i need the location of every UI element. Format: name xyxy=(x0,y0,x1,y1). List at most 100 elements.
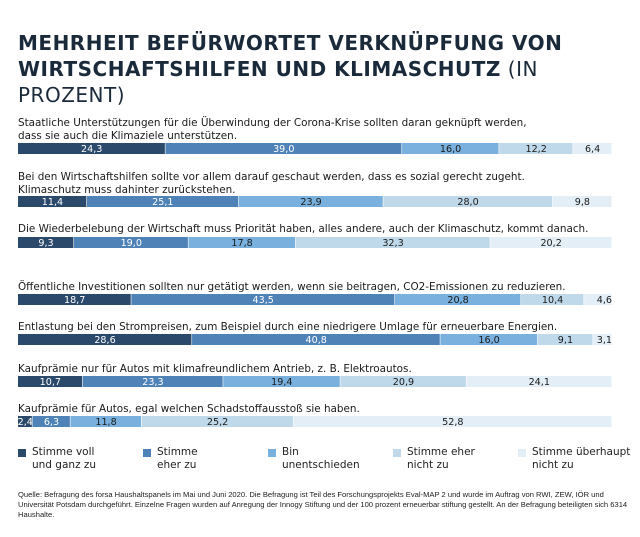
bar-segment xyxy=(440,334,538,345)
bar-segment xyxy=(537,334,593,345)
data-label: 9,1 xyxy=(558,335,573,346)
bar-segment xyxy=(521,294,584,305)
bar-segment xyxy=(18,376,82,387)
question-label: Bei den Wirtschaftshilfen sollte vor all… xyxy=(18,171,525,183)
legend-swatch xyxy=(18,449,26,457)
data-label: 6,3 xyxy=(44,417,59,428)
legend-swatch xyxy=(143,449,151,457)
data-label: 17,8 xyxy=(231,238,252,249)
data-label: 28,0 xyxy=(457,197,478,208)
data-label: 16,0 xyxy=(440,144,461,155)
data-label: 6,4 xyxy=(585,144,600,155)
data-label: 10,7 xyxy=(40,377,61,388)
bar-segment xyxy=(238,196,383,207)
data-label: 23,9 xyxy=(300,197,321,208)
question-label: Klimaschutz muss dahinter zurückstehen. xyxy=(18,184,235,196)
legend-label: Bin xyxy=(282,446,299,458)
question-label: Öffentliche Investitionen sollten nur ge… xyxy=(18,280,566,293)
bar-segment xyxy=(395,294,521,305)
title-unit: (IN PROZENT) xyxy=(18,57,538,107)
data-label: 19,0 xyxy=(121,238,142,249)
bar-segment xyxy=(499,143,573,154)
bar-segment xyxy=(552,196,612,207)
data-label: 10,4 xyxy=(542,295,563,306)
legend-label: Stimme xyxy=(157,446,198,458)
bar-segment xyxy=(18,294,131,305)
bar-segment xyxy=(18,143,165,154)
legend-label: und ganz zu xyxy=(32,459,97,471)
bar-segment xyxy=(141,416,293,427)
legend-swatch xyxy=(268,449,276,457)
question-label: Entlastung bei den Strompreisen, zum Bei… xyxy=(18,321,557,333)
data-label: 18,7 xyxy=(64,295,85,306)
title-line-2: WIRTSCHAFTSHILFEN UND KLIMASCHUTZ xyxy=(18,57,501,81)
bar-segment xyxy=(293,416,612,427)
legend-swatch xyxy=(518,449,526,457)
legend-label: nicht zu xyxy=(532,459,574,471)
data-label: 24,3 xyxy=(81,144,102,155)
bar-segment xyxy=(74,237,188,248)
data-label: 16,0 xyxy=(478,335,499,346)
question-label: Kaufprämie für Autos, egal welchen Schad… xyxy=(18,403,360,415)
bar-segment xyxy=(402,143,499,154)
title-line-1: MEHRHEIT BEFÜRWORTET VERKNÜPFUNG VON xyxy=(18,31,563,55)
data-label: 2,4 xyxy=(18,417,33,428)
question-label: dass sie auch die Klimaziele unterstütze… xyxy=(18,130,237,142)
data-label: 25,1 xyxy=(152,197,173,208)
bar-segment xyxy=(295,237,490,248)
chart-title: MEHRHEIT BEFÜRWORTET VERKNÜPFUNG VON WIR… xyxy=(18,30,628,108)
question-label: Kaufprämie nur für Autos mit klimafreund… xyxy=(18,363,412,375)
data-label: 40,8 xyxy=(306,335,327,346)
bar-segment xyxy=(340,376,466,387)
bar-segment xyxy=(383,196,553,207)
question-label: Die Wiederbelebung der Wirtschaft muss P… xyxy=(18,223,588,235)
bar-segment xyxy=(82,376,223,387)
legend-label: Stimme voll xyxy=(32,446,95,458)
bar-segment xyxy=(490,237,612,248)
bar-segment xyxy=(593,334,612,345)
data-label: 39,0 xyxy=(273,144,294,155)
data-label: 9,8 xyxy=(575,197,590,208)
data-label: 24,1 xyxy=(529,377,550,388)
bar-segment xyxy=(223,376,340,387)
bar-segment xyxy=(192,334,440,345)
data-label: 52,8 xyxy=(442,417,463,428)
bar-segment xyxy=(70,416,142,427)
legend-label: unentschieden xyxy=(282,459,360,471)
legend-label: Stimme überhaupt xyxy=(532,446,631,458)
bar-segment xyxy=(466,376,612,387)
data-label: 11,8 xyxy=(95,417,116,428)
stacked-bar-chart: Staatliche Unterstützungen für die Überw… xyxy=(18,116,612,428)
question-label: Staatliche Unterstützungen für die Überw… xyxy=(18,116,527,129)
source-note: Quelle: Befragung des forsa Haushaltspan… xyxy=(18,490,628,519)
legend-swatch xyxy=(393,449,401,457)
data-label: 23,3 xyxy=(142,377,163,388)
bar-segment xyxy=(573,143,612,154)
data-label: 20,9 xyxy=(393,377,414,388)
bar-segment xyxy=(188,237,296,248)
legend-label: nicht zu xyxy=(407,459,449,471)
data-label: 32,3 xyxy=(382,238,403,249)
bar-segment xyxy=(165,143,402,154)
bar-segment xyxy=(86,196,239,207)
bar-segment xyxy=(18,196,87,207)
data-label: 11,4 xyxy=(42,197,63,208)
data-label: 28,6 xyxy=(94,335,115,346)
bar-segment xyxy=(32,416,70,427)
data-label: 19,4 xyxy=(271,377,292,388)
data-label: 25,2 xyxy=(207,417,228,428)
data-label: 9,3 xyxy=(38,238,53,249)
bar-segment xyxy=(18,334,192,345)
data-label: 3,1 xyxy=(597,335,612,346)
bar-segment xyxy=(584,294,612,305)
data-label: 12,2 xyxy=(525,144,546,155)
data-label: 4,6 xyxy=(597,295,612,306)
bar-segment xyxy=(18,237,74,248)
legend-label: eher zu xyxy=(157,459,197,471)
legend-label: Stimme eher xyxy=(407,446,475,458)
data-label: 20,8 xyxy=(447,295,468,306)
bar-segment xyxy=(18,416,32,427)
legend: Stimme voll und ganz zu Stimme eher zu Bin… xyxy=(18,446,631,480)
data-label: 20,2 xyxy=(540,238,561,249)
data-label: 43,5 xyxy=(252,295,273,306)
